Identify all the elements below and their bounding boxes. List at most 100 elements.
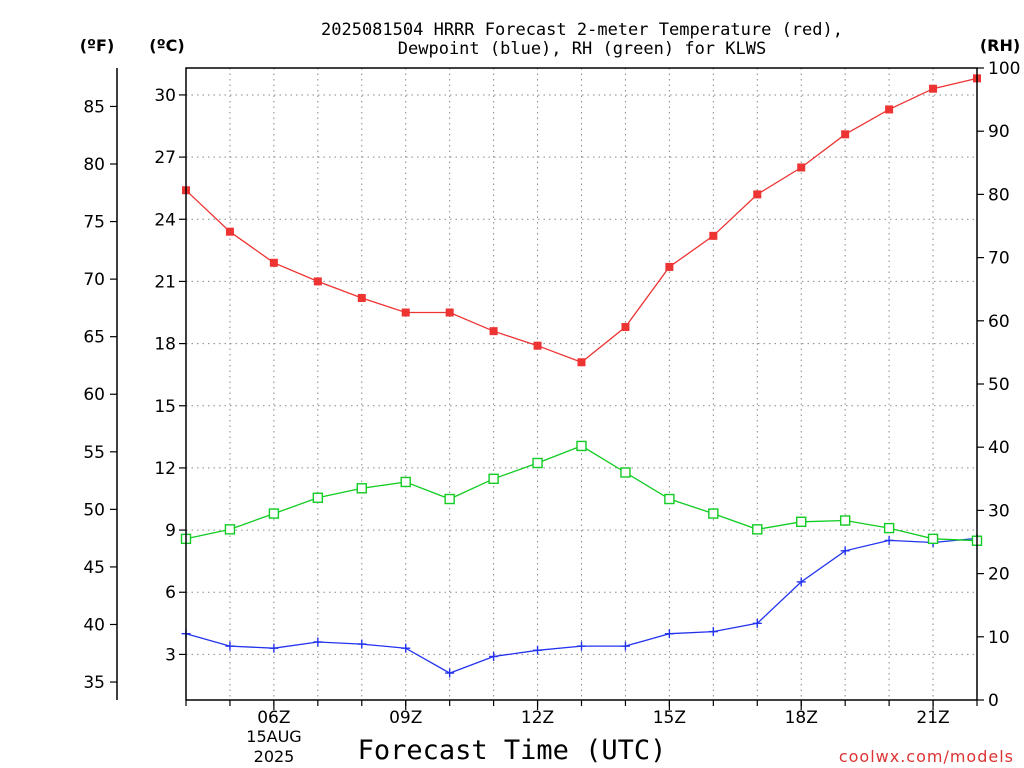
- temperature-point: [533, 341, 542, 350]
- celsius-tick-label: 24: [154, 210, 176, 230]
- dewpoint-point: [884, 535, 894, 545]
- fahrenheit-tick-label: 60: [83, 385, 105, 405]
- dewpoint-point: [664, 629, 674, 639]
- temperature-point: [269, 258, 278, 267]
- rh-point: [752, 524, 763, 535]
- rh-tick-label: 0: [988, 691, 999, 711]
- temperature-point: [709, 231, 718, 240]
- fahrenheit-tick-label: 75: [83, 213, 105, 233]
- temperature-point: [841, 130, 850, 139]
- rh-tick-label: 70: [988, 249, 1010, 269]
- fahrenheit-tick-label: 45: [83, 558, 105, 578]
- rh-tick-label: 40: [988, 438, 1010, 458]
- temperature-point: [357, 294, 366, 303]
- x-tick-label: 06Z: [257, 708, 290, 728]
- dewpoint-point: [577, 641, 586, 651]
- rh-point: [400, 476, 411, 488]
- fahrenheit-tick-label: 40: [83, 615, 105, 635]
- dewpoint-point: [840, 546, 850, 556]
- dewpoint-point: [708, 627, 718, 637]
- rh-line: [185, 445, 978, 542]
- rh-tick-label: 90: [988, 122, 1010, 142]
- dewpoint-point: [445, 668, 455, 678]
- temperature-point: [753, 190, 762, 199]
- temperature-point: [313, 277, 322, 286]
- temperature-point: [577, 358, 586, 367]
- fahrenheit-tick-label: 65: [83, 328, 105, 348]
- dewpoint-point: [489, 651, 499, 661]
- rh-point: [356, 483, 367, 494]
- x-tick-label: 12Z: [521, 708, 554, 728]
- credit-text: coolwx.com/models: [839, 747, 1014, 766]
- temperature-point: [621, 323, 630, 332]
- temperature-point: [665, 262, 674, 271]
- dewpoint-point: [357, 639, 367, 649]
- rh-point: [708, 508, 719, 519]
- temperature-point: [929, 84, 938, 93]
- rh-point: [620, 467, 631, 478]
- date-label-year: 2025: [254, 747, 295, 766]
- x-axis-title: Forecast Time (UTC): [358, 735, 667, 766]
- series-dewpoint: [181, 533, 982, 678]
- grid-lines: [186, 68, 977, 700]
- rh-tick-label: 30: [988, 501, 1010, 521]
- celsius-tick-label: 21: [154, 272, 176, 292]
- rh-point: [532, 457, 543, 469]
- dewpoint-point: [796, 577, 806, 587]
- temperature-point: [225, 227, 234, 236]
- celsius-unit-label: (ºC): [149, 36, 184, 55]
- fahrenheit-tick-label: 55: [83, 443, 105, 463]
- fahrenheit-tick-label: 35: [83, 673, 105, 693]
- rh-tick-label: 100: [988, 59, 1020, 79]
- celsius-tick-label: 9: [165, 521, 176, 541]
- dewpoint-point: [533, 645, 543, 655]
- x-tick-label: 15Z: [653, 708, 686, 728]
- celsius-tick-label: 3: [165, 645, 176, 665]
- dewpoint-point: [752, 618, 762, 628]
- rh-point: [488, 473, 499, 484]
- celsius-tick-label: 30: [154, 86, 176, 106]
- dewpoint-point: [269, 643, 279, 653]
- temperature-point: [401, 308, 410, 317]
- celsius-tick-label: 6: [165, 583, 176, 603]
- rh-tick-label: 20: [988, 565, 1010, 585]
- fahrenheit-tick-label: 50: [83, 500, 105, 520]
- dewpoint-point: [313, 637, 323, 647]
- rh-point: [927, 533, 939, 545]
- rh-tick-label: 50: [988, 375, 1010, 395]
- fahrenheit-tick-label: 70: [83, 270, 105, 290]
- temperature-point: [489, 327, 498, 336]
- celsius-tick-label: 15: [154, 397, 176, 417]
- rh-tick-label: 60: [988, 312, 1010, 332]
- rh-point: [576, 440, 587, 452]
- chart-title-line-2: Dewpoint (blue), RH (green) for KLWS: [398, 39, 766, 59]
- rh-point: [664, 493, 675, 505]
- rh-tick-label: 10: [988, 628, 1010, 648]
- temperature-line: [185, 77, 978, 363]
- celsius-tick-label: 27: [154, 148, 176, 168]
- rh-tick-label: 80: [988, 185, 1010, 205]
- rh-point: [312, 492, 324, 503]
- rh-point: [268, 508, 280, 519]
- fahrenheit-unit-label: (ºF): [80, 36, 115, 55]
- chart-title-line-1: 2025081504 HRRR Forecast 2-meter Tempera…: [321, 20, 843, 40]
- x-tick-label: 18Z: [785, 708, 818, 728]
- dewpoint-point: [225, 641, 235, 651]
- temperature-point: [445, 308, 454, 317]
- fahrenheit-tick-label: 85: [83, 97, 105, 117]
- x-tick-label: 09Z: [389, 708, 422, 728]
- dewpoint-point: [620, 641, 630, 651]
- temperature-point: [797, 163, 806, 172]
- x-tick-label: 21Z: [916, 708, 949, 728]
- axes: 3 6 9 12 15 18 21 24 27 30 35 40 45 50 55 60 65 70 75 80 85 0…: [83, 59, 1020, 728]
- rh-unit-label: (RH): [980, 36, 1020, 55]
- series-layer: [180, 74, 983, 678]
- rh-point: [224, 524, 236, 535]
- rh-point: [839, 515, 851, 526]
- rh-point: [796, 516, 807, 527]
- celsius-tick-label: 12: [154, 459, 176, 479]
- date-label-day: 15AUG: [246, 727, 301, 746]
- rh-point: [444, 493, 455, 505]
- celsius-tick-label: 18: [154, 335, 176, 355]
